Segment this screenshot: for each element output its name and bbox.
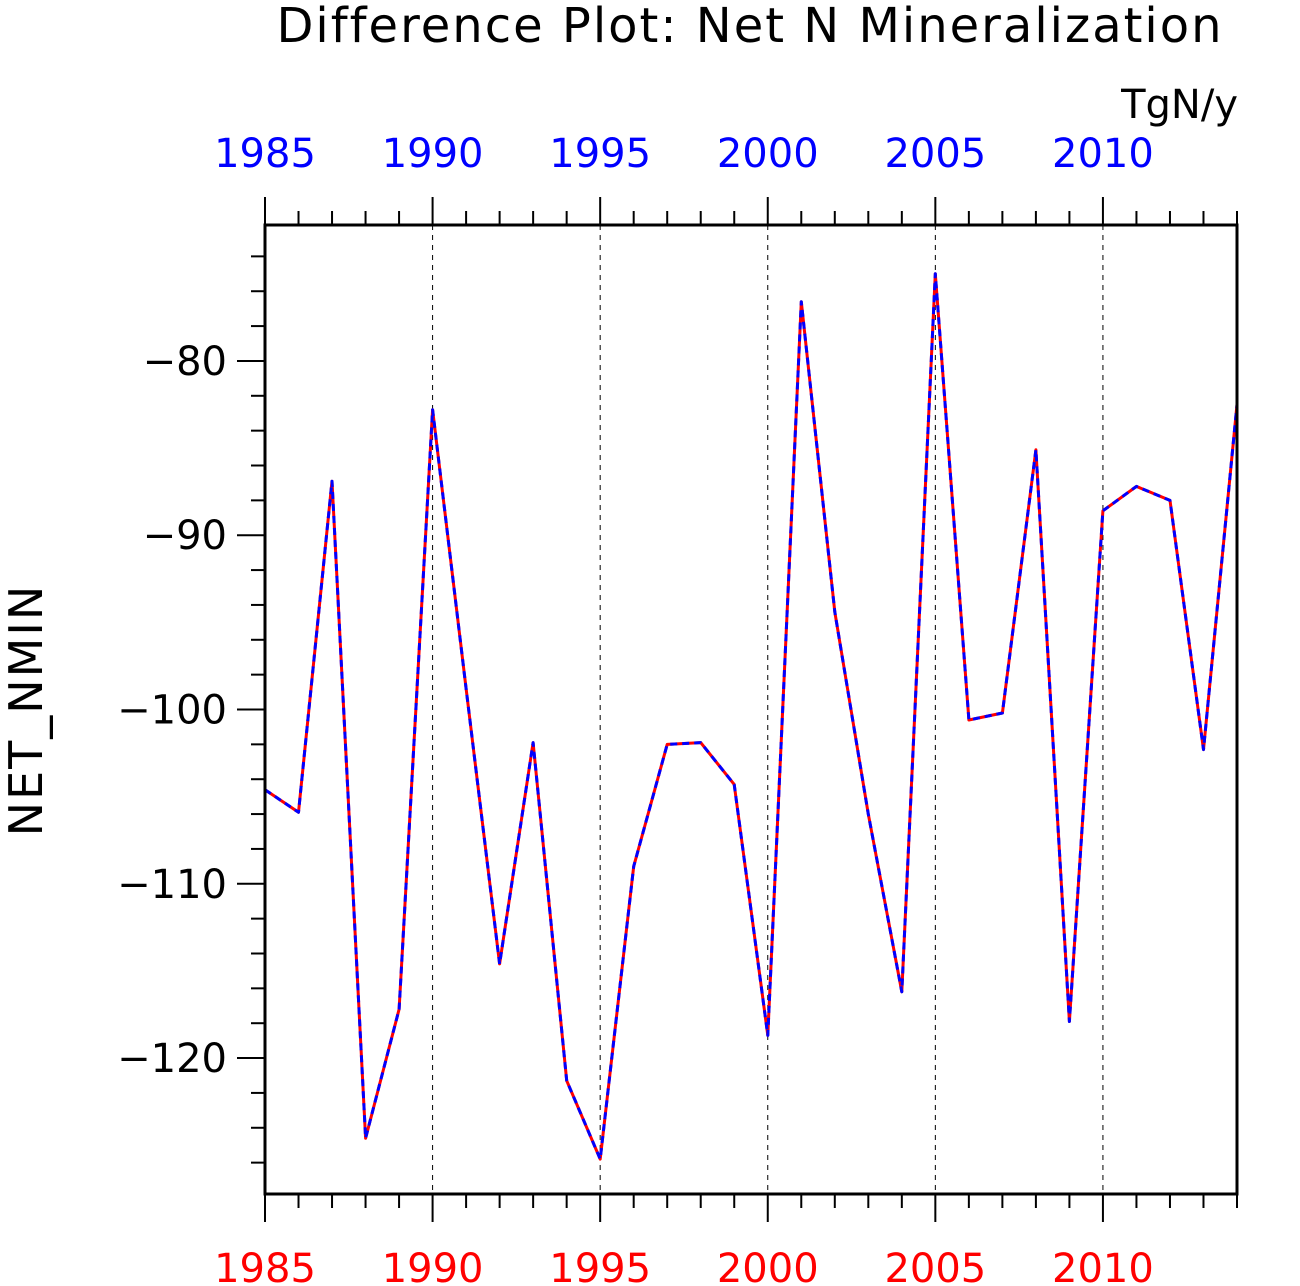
y-tick-label: −120: [117, 1036, 227, 1082]
x-tick-label-top: 2005: [884, 131, 986, 177]
y-tick-label: −100: [117, 688, 227, 734]
tick-labels: −80 −90 −100 −110 −120 1985 1990 1995 2000 2005 20…: [117, 131, 1154, 1286]
y-tick-label: −90: [143, 513, 227, 559]
x-tick-label-top: 2010: [1052, 131, 1154, 177]
x-tick-label-bottom: 2010: [1052, 1246, 1154, 1286]
x-tick-label-top: 1990: [382, 131, 484, 177]
units-label: TgN/y: [1120, 82, 1238, 128]
plot-frame: [263, 223, 1239, 1196]
x-tick-label-bottom: 1985: [214, 1246, 316, 1286]
y-tick-label: −80: [143, 339, 227, 385]
x-tick-label-top: 1995: [549, 131, 651, 177]
x-tick-label-bottom: 2000: [717, 1246, 819, 1286]
x-tick-label-bottom: 1990: [382, 1246, 484, 1286]
series-line-solid: [264, 272, 1239, 1161]
chart-title: Difference Plot: Net N Mineralization: [276, 0, 1223, 54]
x-tick-label-top: 2000: [717, 131, 819, 177]
x-tick-label-bottom: 2005: [884, 1246, 986, 1286]
x-tick-label-top: 1985: [214, 131, 316, 177]
y-tick-label: −110: [117, 862, 227, 908]
gridlines: [432, 225, 1104, 1194]
y-axis-label: NET_NMIN: [0, 584, 53, 837]
series-line-dashed: [264, 272, 1239, 1161]
axis-ticks: [237, 197, 1238, 1222]
x-tick-label-bottom: 1995: [549, 1246, 651, 1286]
series-lines: [264, 272, 1239, 1161]
